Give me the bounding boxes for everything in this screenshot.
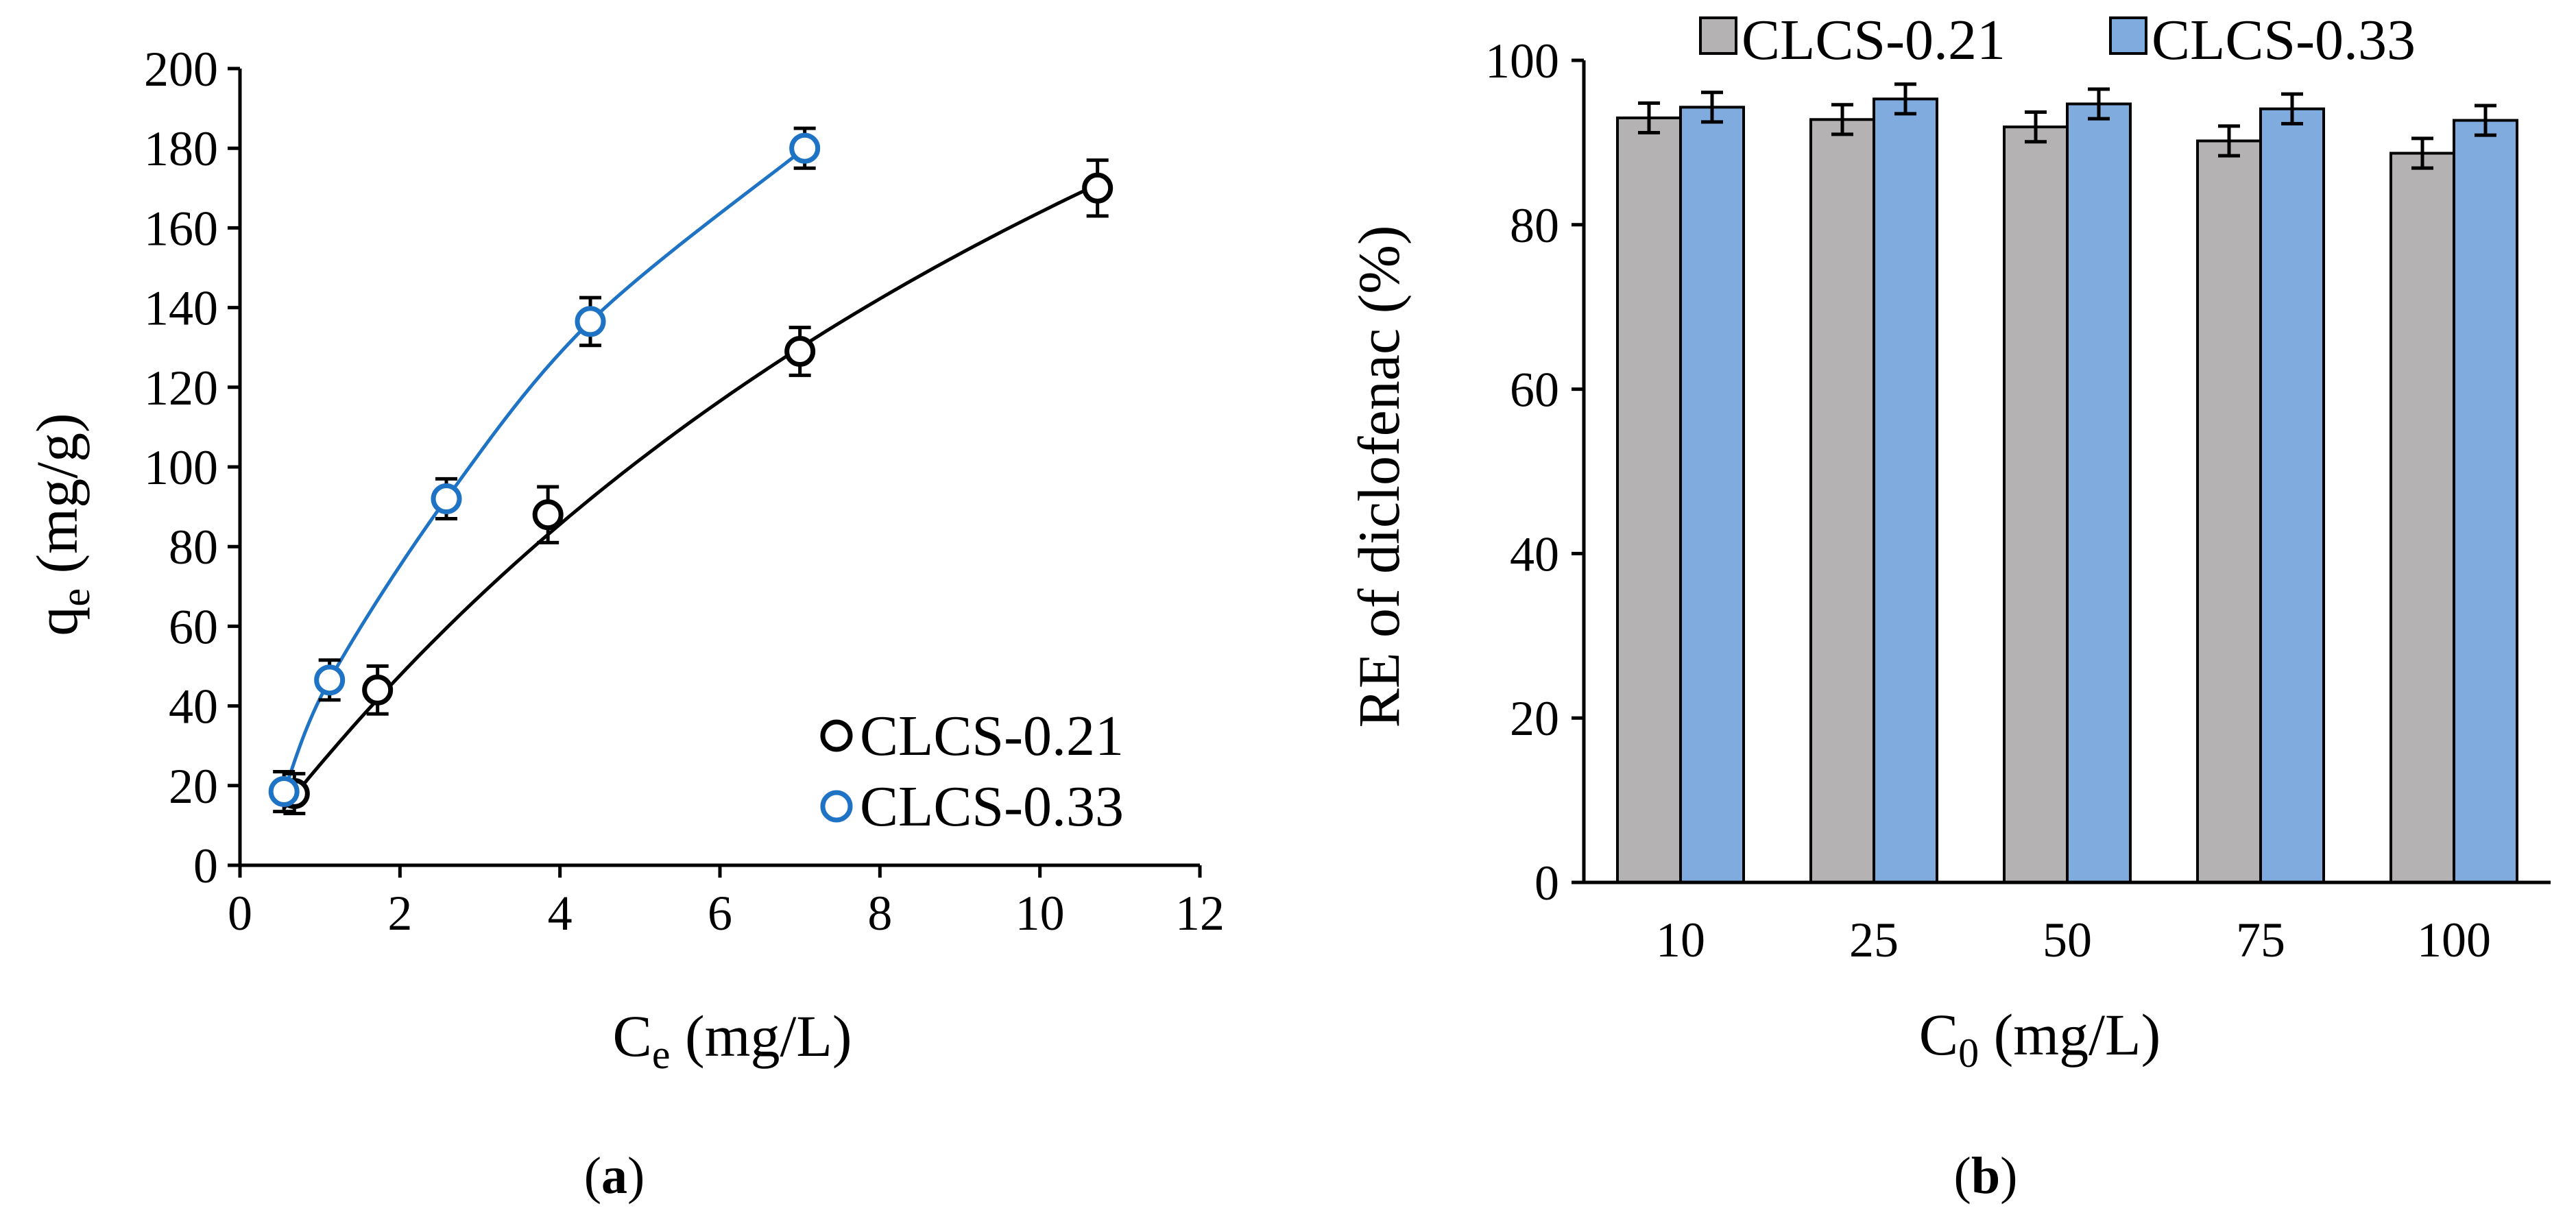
legend-marker-clcs-021 <box>820 719 853 752</box>
error-bar <box>1638 101 1660 135</box>
data-point-series-2 <box>789 132 821 164</box>
data-point-series-2 <box>575 306 606 337</box>
error-bar <box>2025 110 2047 144</box>
panel-b-error-bars <box>1638 82 2496 170</box>
data-point-series-1 <box>784 336 816 367</box>
panel-b-bars <box>1616 97 2518 884</box>
bar-series-2 <box>2066 102 2132 884</box>
error-bar <box>1701 91 1723 124</box>
panel-a-data-points <box>268 132 1114 809</box>
y-tick-label: 20 <box>1510 691 1559 746</box>
x-tick-label: 4 <box>548 886 573 941</box>
panel-b-x-axis-title: C0 (mg/L) <box>1919 1002 2160 1076</box>
error-bar <box>2411 136 2433 170</box>
legend-label-clcs-021: CLCS-0.21 <box>1742 8 2006 72</box>
x-tick-label: 8 <box>867 886 892 941</box>
fit-curve-series-2 <box>282 147 806 793</box>
bar-series-2 <box>2453 119 2518 884</box>
panel-a-legend: CLCS-0.21 CLCS-0.33 <box>820 704 1124 839</box>
error-bar <box>1831 103 1853 136</box>
x-tick-label: 2 <box>387 886 412 941</box>
panel-a-x-tick-labels: 0 2 4 6 8 10 12 <box>228 886 1225 941</box>
y-tick-label: 100 <box>1485 34 1559 88</box>
y-tick-label: 60 <box>1510 363 1559 418</box>
y-tick-label: 200 <box>144 42 218 97</box>
panel-a-isotherm-chart: 0 20 40 60 80 100 120 140 160 180 200 0 2 4 6 8 10 12 qe… <box>24 42 1225 1205</box>
panel-a-x-axis-title: Ce (mg/L) <box>612 1003 852 1077</box>
legend-marker-clcs-033 <box>820 790 853 823</box>
error-bar <box>2218 124 2240 158</box>
panel-b-tick-marks <box>1572 58 1584 884</box>
x-tick-label: 75 <box>2236 913 2285 967</box>
y-tick-label: 100 <box>144 440 218 495</box>
panel-b-y-tick-labels: 0 20 40 60 80 100 <box>1485 34 1559 911</box>
data-point-series-1 <box>532 499 564 531</box>
panel-a-y-tick-labels: 0 20 40 60 80 100 120 140 160 180 200 <box>144 42 218 893</box>
y-tick-label: 80 <box>169 520 218 575</box>
x-tick-label: 25 <box>1849 913 1899 967</box>
error-bar <box>2281 92 2303 125</box>
error-bar <box>2088 87 2110 121</box>
legend-label-clcs-033: CLCS-0.33 <box>2152 8 2416 72</box>
panel-b-legend: CLCS-0.21 CLCS-0.33 <box>1699 8 2416 72</box>
x-tick-label: 50 <box>2043 913 2092 967</box>
bar-series-1 <box>2390 152 2455 884</box>
y-tick-label: 20 <box>169 759 218 814</box>
legend-label-clcs-021: CLCS-0.21 <box>860 704 1124 768</box>
legend-swatch-clcs-021 <box>1699 16 1737 55</box>
bar-series-1 <box>2003 125 2069 884</box>
panel-a-fit-curves <box>282 147 1098 810</box>
panel-b-label: (b) <box>1954 1147 2018 1205</box>
panel-b-x-tick-labels: 10 25 50 75 100 <box>1656 913 2491 967</box>
panel-a-y-axis-title: qe (mg/g) <box>24 413 98 636</box>
x-tick-label: 0 <box>228 886 252 941</box>
panel-a-label: (a) <box>584 1147 645 1205</box>
data-point-series-2 <box>314 664 346 696</box>
bar-series-2 <box>2259 107 2325 884</box>
bar-series-2 <box>1873 97 1938 884</box>
bar-series-2 <box>1679 106 1745 884</box>
bar-series-1 <box>1809 118 1875 884</box>
panel-a-tick-marks <box>228 67 1202 878</box>
y-tick-label: 180 <box>144 121 218 176</box>
x-tick-label: 6 <box>708 886 732 941</box>
fit-curve-series-1 <box>282 182 1098 810</box>
error-bar <box>1894 82 1916 116</box>
error-bar <box>2475 104 2496 137</box>
y-tick-label: 60 <box>169 599 218 654</box>
y-tick-label: 40 <box>169 679 218 734</box>
x-tick-label: 10 <box>1015 886 1065 941</box>
data-point-series-1 <box>362 674 394 706</box>
panel-b-removal-efficiency-chart: 0 20 40 60 80 100 10 25 50 75 100 RE of diclofena… <box>1346 8 2551 1205</box>
legend-label-clcs-033: CLCS-0.33 <box>860 775 1124 839</box>
y-tick-label: 140 <box>144 281 218 336</box>
y-tick-label: 160 <box>144 201 218 256</box>
y-tick-label: 0 <box>193 839 218 893</box>
data-point-series-2 <box>431 483 462 514</box>
bar-series-1 <box>2196 139 2262 884</box>
data-point-series-1 <box>1082 172 1114 204</box>
y-tick-label: 120 <box>144 361 218 415</box>
x-tick-label: 12 <box>1175 886 1225 941</box>
data-point-series-2 <box>268 776 300 808</box>
y-tick-label: 0 <box>1534 856 1559 911</box>
legend-swatch-clcs-033 <box>2109 16 2147 55</box>
bar-series-1 <box>1616 116 1682 884</box>
x-tick-label: 100 <box>2417 913 2491 967</box>
y-tick-label: 80 <box>1510 198 1559 253</box>
y-tick-label: 40 <box>1510 527 1559 581</box>
x-tick-label: 10 <box>1656 913 1705 967</box>
panel-b-y-axis-title: RE of diclofenac (%) <box>1346 225 1412 727</box>
